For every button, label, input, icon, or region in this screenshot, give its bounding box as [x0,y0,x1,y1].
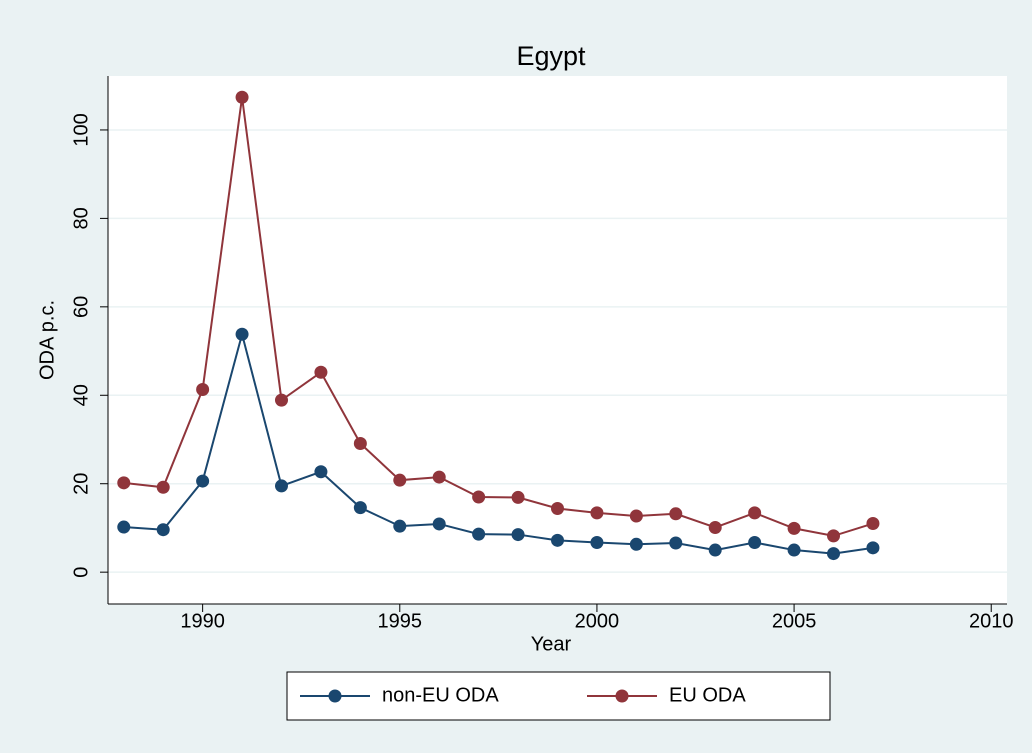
legend-marker [328,689,342,703]
data-point [866,517,880,531]
data-point [827,547,841,561]
data-point [196,474,210,488]
chart-title: Egypt [516,41,586,71]
data-point [827,529,841,543]
data-point [708,543,722,557]
data-point [314,465,328,479]
data-point [393,473,407,487]
data-point [708,520,722,534]
data-point [511,528,525,542]
data-point [669,536,683,550]
x-tick-label: 2000 [575,610,620,632]
data-point [511,490,525,504]
y-tick-label: 100 [70,113,92,146]
x-tick-label: 2010 [969,610,1014,632]
data-point [235,90,249,104]
data-point [432,517,446,531]
data-point [156,523,170,537]
data-point [393,519,407,533]
data-point [432,470,446,484]
data-point [551,533,564,547]
data-point [787,543,801,557]
series-line [123,97,874,537]
plot-area [108,76,1007,604]
legend-label: EU ODA [669,684,746,706]
data-point [669,507,683,521]
data-point [314,365,328,379]
data-point [274,393,288,407]
y-tick-label: 80 [70,207,92,229]
data-point [353,501,367,515]
data-point [117,520,131,534]
x-tick-label: 2005 [772,610,817,632]
data-point [590,506,604,520]
legend-box [286,671,831,721]
x-tick-label: 1990 [180,610,225,632]
series-line [123,330,874,555]
legend-marker [615,689,629,703]
data-point [590,536,604,550]
y-tick-label: 40 [70,384,92,406]
data-point [748,536,762,550]
y-tick-label: 60 [70,296,92,318]
data-point [629,509,643,523]
x-tick-label: 1995 [378,610,423,632]
legend-label: non-EU ODA [382,684,499,706]
data-point [196,383,210,397]
x-axis-label: Year [531,633,572,655]
data-point [472,527,486,541]
data-point [235,327,249,341]
data-point [629,537,643,551]
y-axis-label: ODA p.c. [36,300,58,380]
data-point [274,479,288,493]
data-point [866,541,880,555]
data-point [353,436,367,450]
data-point [787,521,801,535]
data-point [156,480,170,494]
data-point [472,490,486,504]
data-point [748,506,762,520]
y-tick-label: 0 [70,567,92,578]
y-tick-label: 20 [70,473,92,495]
data-point [117,476,131,490]
data-point [551,501,564,515]
